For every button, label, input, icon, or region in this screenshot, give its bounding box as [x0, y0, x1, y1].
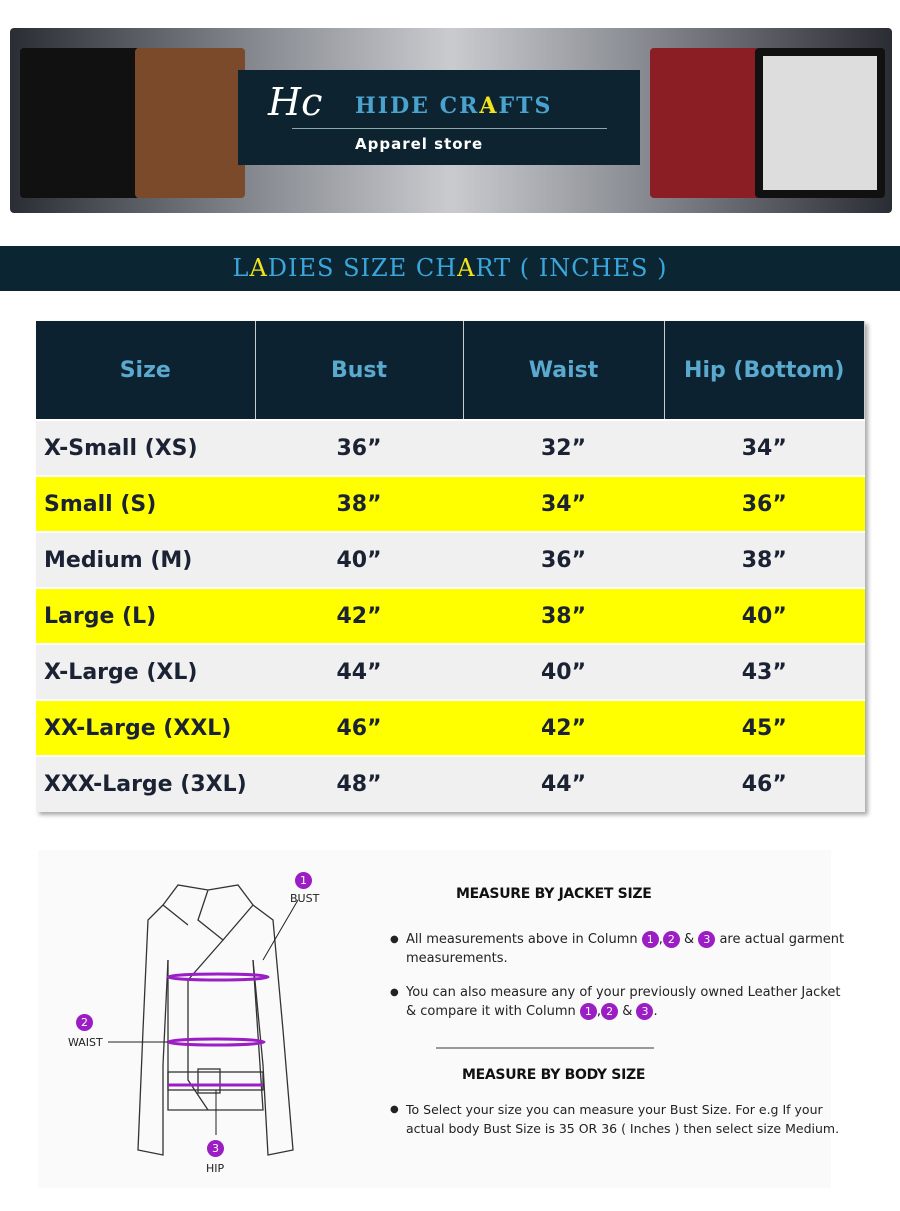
brand-name: HIDE CRAFTS	[355, 93, 553, 119]
jacket-size-heading: MEASURE BY JACKET SIZE	[456, 886, 652, 902]
hip-label: HIP	[206, 1162, 225, 1175]
table-row: X-Large (XL) 44” 40” 43”	[36, 643, 865, 700]
waist-cell: 38”	[463, 587, 664, 644]
bust-number-badge: 1	[295, 872, 312, 889]
hip-cell: 40”	[664, 587, 865, 644]
header-waist: Waist	[463, 321, 665, 420]
waist-label: WAIST	[68, 1036, 103, 1049]
size-cell: XXX-Large (3XL)	[36, 755, 255, 812]
jacket-photo-flag	[650, 48, 760, 198]
hip-cell: 36”	[664, 475, 865, 532]
waist-cell: 34”	[463, 475, 664, 532]
bust-cell: 36”	[255, 419, 463, 476]
header-hip: Hip (Bottom)	[664, 321, 865, 420]
hip-cell: 34”	[664, 419, 865, 476]
table-row: Medium (M) 40” 36” 38”	[36, 531, 865, 588]
table-row: XX-Large (XXL) 46” 42” 45”	[36, 699, 865, 756]
waist-cell: 40”	[463, 643, 664, 700]
hip-cell: 38”	[664, 531, 865, 588]
bust-cell: 40”	[255, 531, 463, 588]
logo	[238, 70, 640, 165]
size-cell: XX-Large (XXL)	[36, 699, 255, 756]
size-cell: Medium (M)	[36, 531, 255, 588]
waist-cell: 42”	[463, 699, 664, 756]
banner	[10, 28, 892, 213]
hip-number-badge: 3	[207, 1140, 224, 1157]
page-title: LADIES SIZE CHART ( INCHES )	[232, 254, 668, 282]
size-cell: Small (S)	[36, 475, 255, 532]
waist-number-badge: 2	[76, 1014, 93, 1031]
bullet-actual-measurements: All measurements above in Column 1,2 & 3…	[390, 930, 846, 968]
logo-divider	[292, 128, 607, 129]
section-divider	[436, 1047, 654, 1049]
bust-cell: 46”	[255, 699, 463, 756]
brand-tagline: Apparel store	[355, 135, 484, 153]
hip-cell: 46”	[664, 755, 865, 812]
waist-cell: 44”	[463, 755, 664, 812]
size-cell: Large (L)	[36, 587, 255, 644]
hip-cell: 43”	[664, 643, 865, 700]
hip-cell: 45”	[664, 699, 865, 756]
size-cell: X-Large (XL)	[36, 643, 255, 700]
waist-cell: 36”	[463, 531, 664, 588]
header-size: Size	[36, 321, 256, 420]
table-row: XXX-Large (3XL) 48” 44” 46”	[36, 755, 865, 812]
title-bar: LADIES SIZE CHART ( INCHES )	[0, 246, 900, 291]
bust-label: BUST	[290, 892, 320, 905]
table-row: Small (S) 38” 34” 36”	[36, 475, 865, 532]
bust-cell: 44”	[255, 643, 463, 700]
size-table: Size Bust Waist Hip (Bottom) X-Small (XS…	[36, 321, 865, 812]
table-row: Large (L) 42” 38” 40”	[36, 587, 865, 644]
jacket-photo-checker	[755, 48, 885, 198]
waist-cell: 32”	[463, 419, 664, 476]
bullet-body-size: To Select your size you can measure your…	[390, 1100, 846, 1138]
bust-cell: 48”	[255, 755, 463, 812]
size-cell: X-Small (XS)	[36, 419, 255, 476]
header-bust: Bust	[255, 321, 464, 420]
logo-monogram: Hc	[268, 80, 323, 124]
table-row: X-Small (XS) 36” 32” 34”	[36, 419, 865, 476]
bust-cell: 42”	[255, 587, 463, 644]
jacket-diagram	[108, 884, 299, 1156]
bullet-owned-jacket: You can also measure any of your previou…	[390, 983, 846, 1021]
jacket-photo-brown	[135, 48, 245, 198]
body-size-heading: MEASURE BY BODY SIZE	[462, 1067, 646, 1083]
jacket-photo-detroit	[20, 48, 140, 198]
bust-cell: 38”	[255, 475, 463, 532]
measurement-guide: 1 BUST 2 WAIST 3 HIP MEASURE BY JACKET S…	[38, 850, 844, 1188]
